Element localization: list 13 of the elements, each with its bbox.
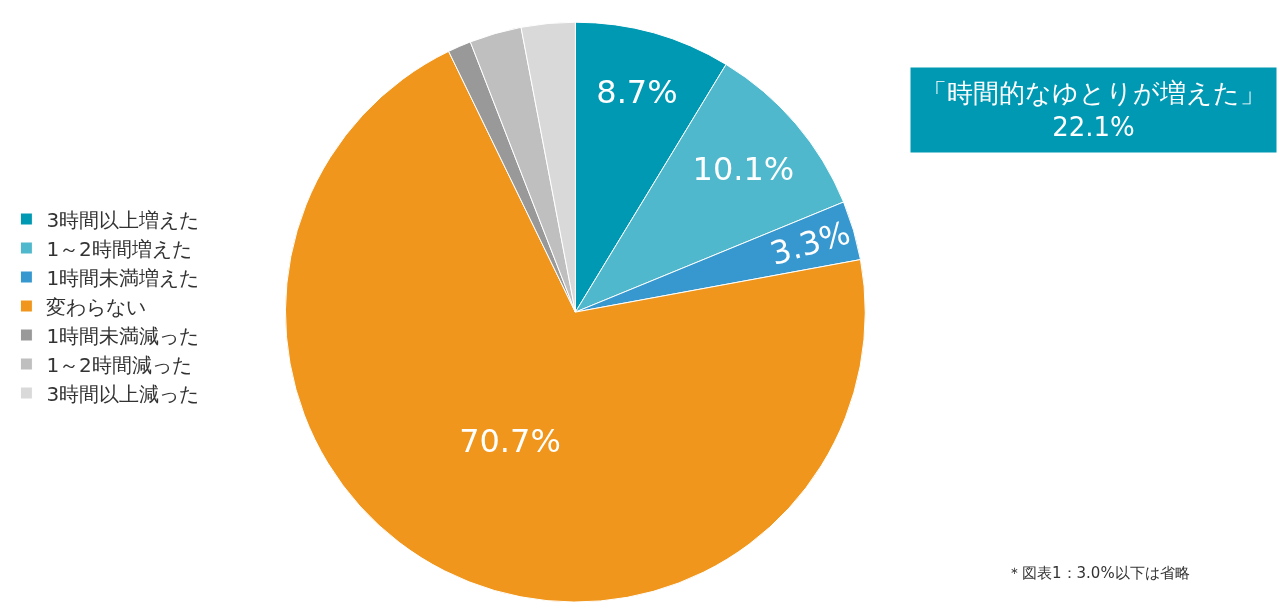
data-label: 70.7%: [459, 422, 561, 461]
legend-label: 1～2時間増えた: [46, 236, 192, 261]
text: ＊図表1：3.0%以下は省略: [1007, 564, 1190, 582]
data-label: 10.1%: [692, 149, 795, 188]
data-label: 3.3%: [765, 213, 855, 273]
legend-label: 1時間未満減った: [46, 323, 200, 348]
legend-label: 1時間未満増えた: [46, 265, 200, 290]
legend-label: 1～2時間減った: [46, 352, 192, 377]
legend-label: 3時間以上減った: [46, 381, 200, 406]
text: 「時間的なゆとりが増えた」 22.1%: [921, 78, 1266, 142]
data-label: 8.7%: [596, 73, 678, 112]
legend-label: 3時間以上増えた: [46, 207, 200, 232]
legend-label: 変わらない: [46, 294, 147, 319]
